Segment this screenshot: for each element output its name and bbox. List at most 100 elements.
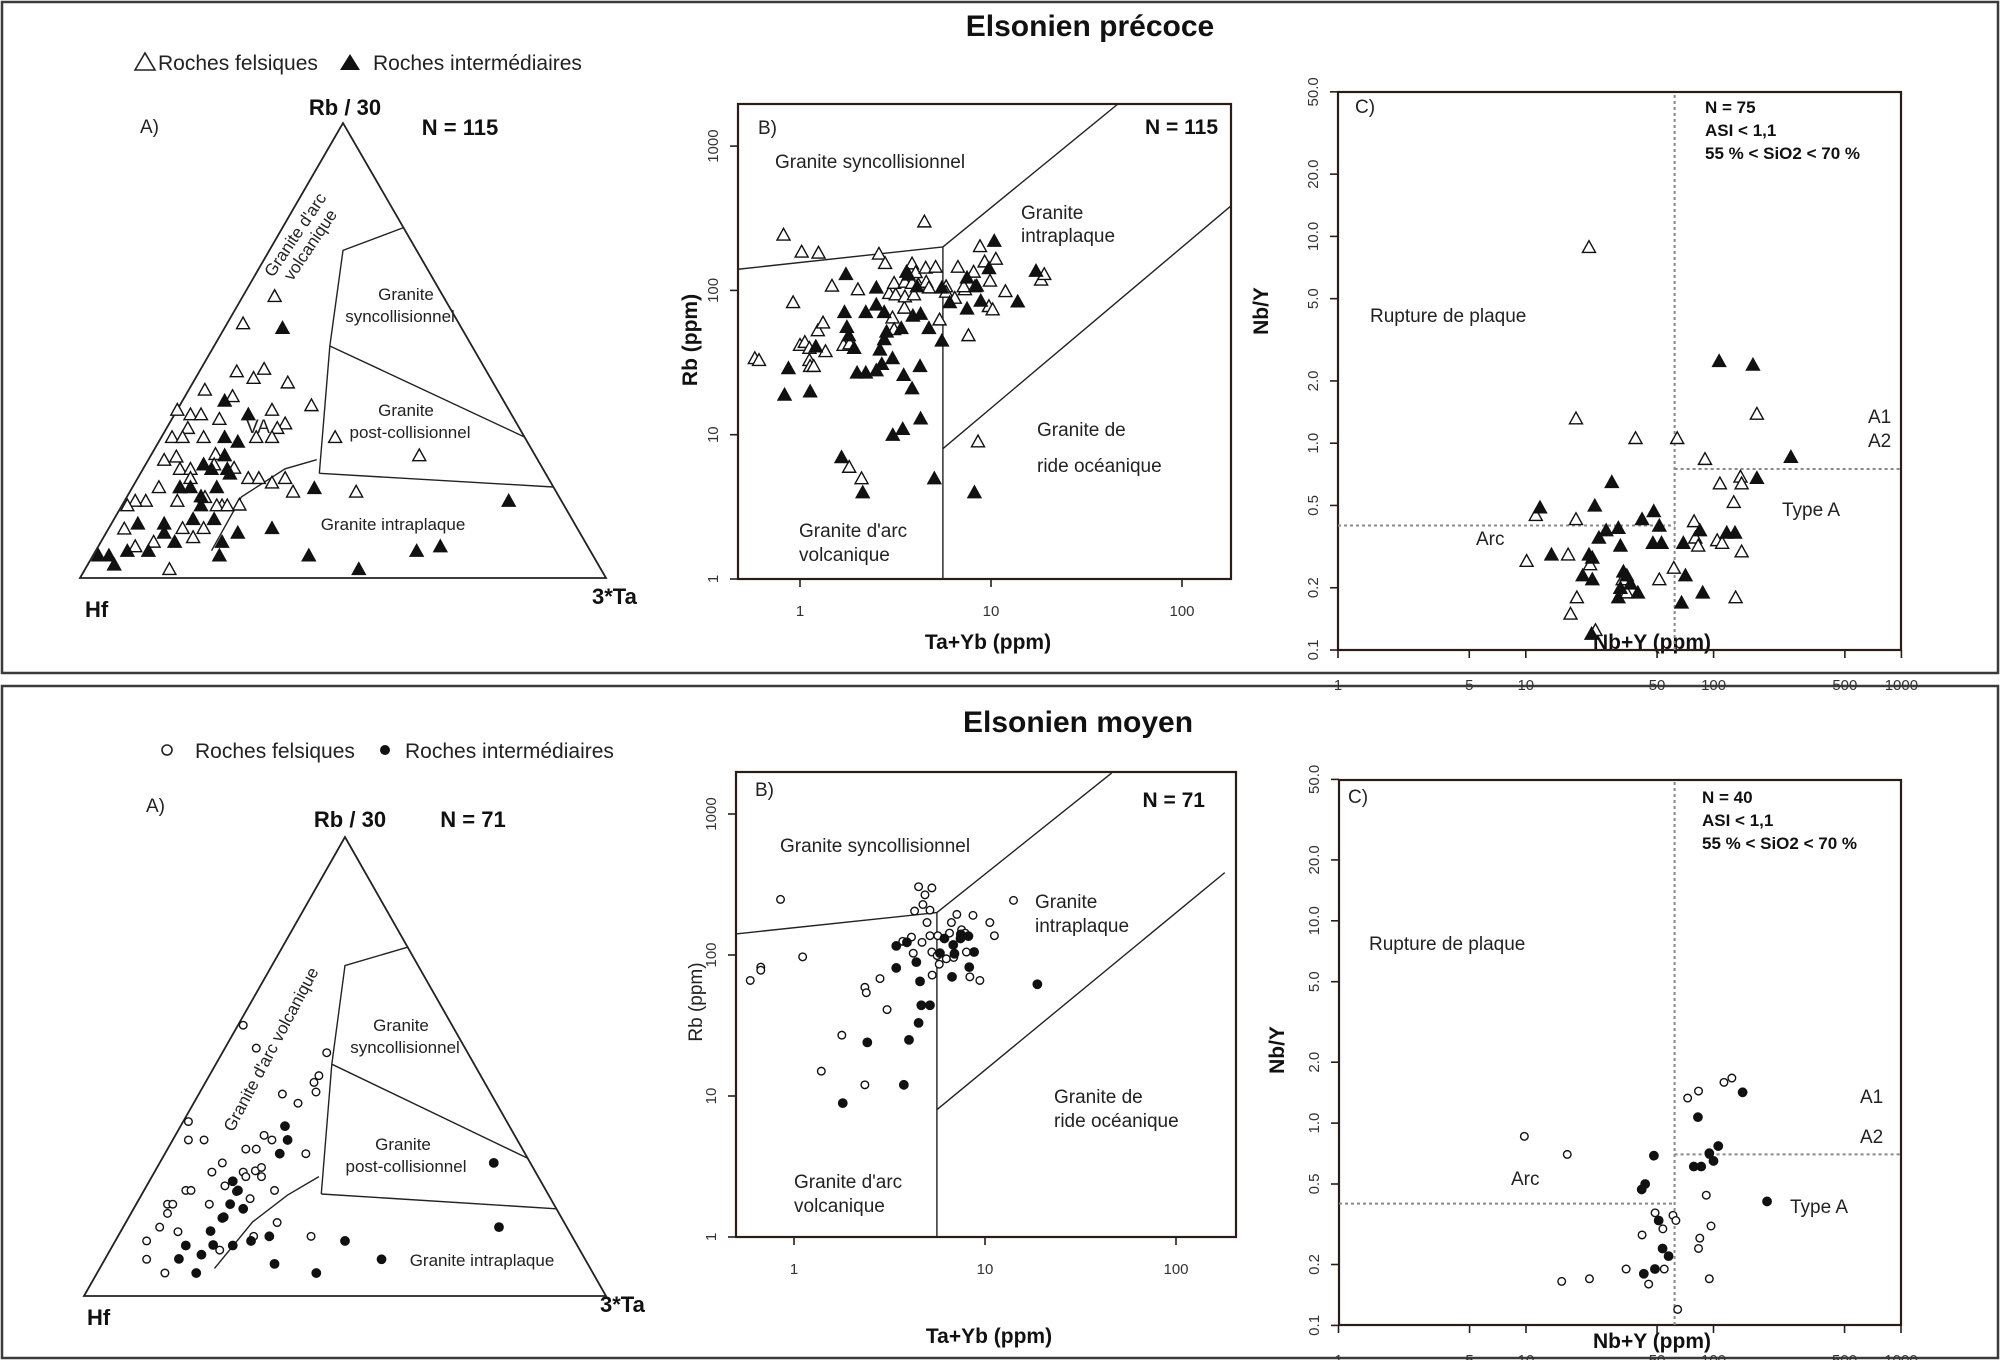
- data-point-open-circle: [975, 975, 985, 985]
- boundary-syn-vag: [735, 911, 937, 935]
- data-point-filled-circle: [191, 1268, 202, 1278]
- data-point-filled-triangle: [1675, 535, 1692, 549]
- data-point-filled-triangle: [959, 269, 975, 284]
- boundary-syn-vag: [318, 226, 404, 474]
- legend-intermediate-label: Roches intermédiaires: [405, 740, 614, 763]
- data-point-open-circle: [1671, 1216, 1681, 1226]
- data-point-open-triangle: [411, 447, 427, 462]
- y-tick-label: 10: [705, 426, 722, 443]
- data-point-open-circle: [1650, 1208, 1660, 1218]
- region-label-a1: A1: [1868, 407, 1891, 428]
- data-point-filled-triangle: [408, 543, 425, 557]
- data-point-open-circle: [215, 1245, 225, 1255]
- x-tick-label: 1000: [1884, 1352, 1917, 1360]
- data-point-filled-triangle: [1575, 567, 1591, 582]
- data-point-open-triangle: [950, 259, 966, 273]
- data-point-filled-triangle: [1677, 567, 1694, 582]
- data-point-open-circle: [776, 894, 786, 904]
- legend-intermediate-label: Roches intermédiaires: [373, 52, 582, 75]
- data-point-open-triangle: [960, 327, 977, 342]
- x-tick-label: 10: [1517, 677, 1534, 694]
- data-point-filled-triangle: [909, 278, 925, 293]
- data-point-open-triangle: [245, 370, 262, 385]
- y-tick-label: 1.0: [1305, 433, 1322, 454]
- data-point-open-circle: [934, 959, 944, 969]
- region-label-wpg: Granite intraplaque: [410, 1251, 555, 1270]
- data-point-filled-circle: [925, 1000, 935, 1011]
- data-point-filled-circle: [916, 1000, 927, 1011]
- data-point-open-circle: [875, 974, 885, 984]
- y-tick-label: 10: [703, 1088, 720, 1105]
- apex-label-left: Hf: [85, 597, 109, 622]
- pearce-diagram: B) N = 115 Granite syncollisionnel Grani…: [679, 102, 1233, 654]
- panel-label: C): [1355, 97, 1375, 118]
- axis-ticks: 1 5 10 50 100 500 1000 0.1 0.2 0.5 1.0 2.0 5.0 10.0 20…: [1306, 765, 1918, 1360]
- data-point-open-circle: [1644, 1279, 1654, 1289]
- data-point-filled-triangle: [884, 350, 901, 365]
- region-label-wpg-line1: Granite: [1021, 203, 1083, 224]
- region-label-arc: Arc: [1511, 1169, 1540, 1190]
- data-point-open-circle: [1701, 1190, 1711, 1200]
- data-point-filled-triangle: [912, 358, 928, 373]
- data-point-filled-triangle: [1532, 499, 1548, 514]
- region-label-post-line1: Granite: [378, 401, 434, 420]
- data-point-filled-circle: [227, 1240, 238, 1251]
- data-point-filled-triangle: [926, 470, 943, 485]
- panel-label: C): [1348, 787, 1368, 808]
- data-point-filled-triangle: [166, 533, 183, 548]
- data-point-open-triangle: [1727, 589, 1744, 604]
- data-point-open-triangle: [174, 429, 191, 444]
- data-point-open-circle: [946, 918, 956, 928]
- data-point-open-circle: [207, 1167, 217, 1177]
- region-label-post-line2: post-collisionnel: [346, 1157, 467, 1176]
- data-point-open-triangle: [266, 288, 283, 303]
- x-tick-label: 1: [1334, 677, 1342, 694]
- data-point-filled-triangle: [1745, 356, 1761, 371]
- data-point-open-triangle: [965, 263, 982, 278]
- data-point-open-circle: [927, 883, 937, 893]
- scatter-marks: [745, 882, 1043, 1109]
- data-point-open-circle: [914, 882, 924, 892]
- data-point-open-triangle: [195, 520, 212, 535]
- data-point-open-triangle: [161, 561, 178, 576]
- data-point-filled-triangle: [808, 338, 824, 353]
- data-point-filled-circle: [891, 941, 902, 951]
- data-point-open-triangle: [1690, 537, 1706, 552]
- x-tick-label: 50: [1649, 677, 1666, 694]
- data-point-open-circle: [908, 948, 918, 958]
- boundary-syn-vag: [320, 946, 408, 1195]
- data-point-open-triangle: [211, 411, 228, 425]
- data-point-open-circle: [1557, 1276, 1567, 1286]
- data-point-open-triangle: [1568, 410, 1584, 425]
- data-point-filled-triangle: [193, 488, 209, 503]
- data-point-filled-circle: [227, 1176, 238, 1187]
- data-point-open-circle: [925, 905, 935, 915]
- data-point-filled-triangle: [195, 456, 212, 471]
- axis-ticks: 1 5 10 50 100 500 1000 0.1 0.2 0.5 1.0 2.0 5.0 10.0 20…: [1305, 77, 1918, 694]
- data-point-open-circle: [1695, 1233, 1705, 1243]
- data-point-filled-triangle: [885, 427, 901, 441]
- open-triangle-icon: [133, 51, 157, 71]
- data-point-open-circle: [155, 1222, 165, 1232]
- n-label: N = 115: [1145, 116, 1218, 139]
- y-tick-label: 0.2: [1305, 577, 1322, 598]
- data-point-open-circle: [1694, 1243, 1704, 1253]
- data-point-filled-circle: [1657, 1243, 1668, 1254]
- data-point-filled-triangle: [90, 547, 107, 562]
- x-tick-label: 100: [1169, 603, 1194, 620]
- data-point-open-triangle: [138, 493, 154, 507]
- data-point-filled-circle: [1650, 1264, 1660, 1274]
- x-tick-label: 1: [790, 1261, 798, 1278]
- data-point-open-triangle: [841, 459, 857, 473]
- data-point-open-triangle: [927, 259, 944, 273]
- data-point-open-circle: [199, 1135, 209, 1145]
- region-label-org-line1: Granite de: [1054, 1087, 1143, 1108]
- data-point-filled-triangle: [1543, 546, 1560, 561]
- x-axis-label: Nb+Y (ppm): [1593, 1330, 1711, 1353]
- data-point-open-circle: [311, 1087, 321, 1097]
- data-point-filled-triangle: [1692, 522, 1708, 537]
- panel-label: A): [140, 117, 159, 138]
- data-point-filled-circle: [1638, 1268, 1649, 1279]
- data-point-open-triangle: [810, 244, 827, 259]
- y-axis-label: Nb/Y: [1266, 1026, 1289, 1074]
